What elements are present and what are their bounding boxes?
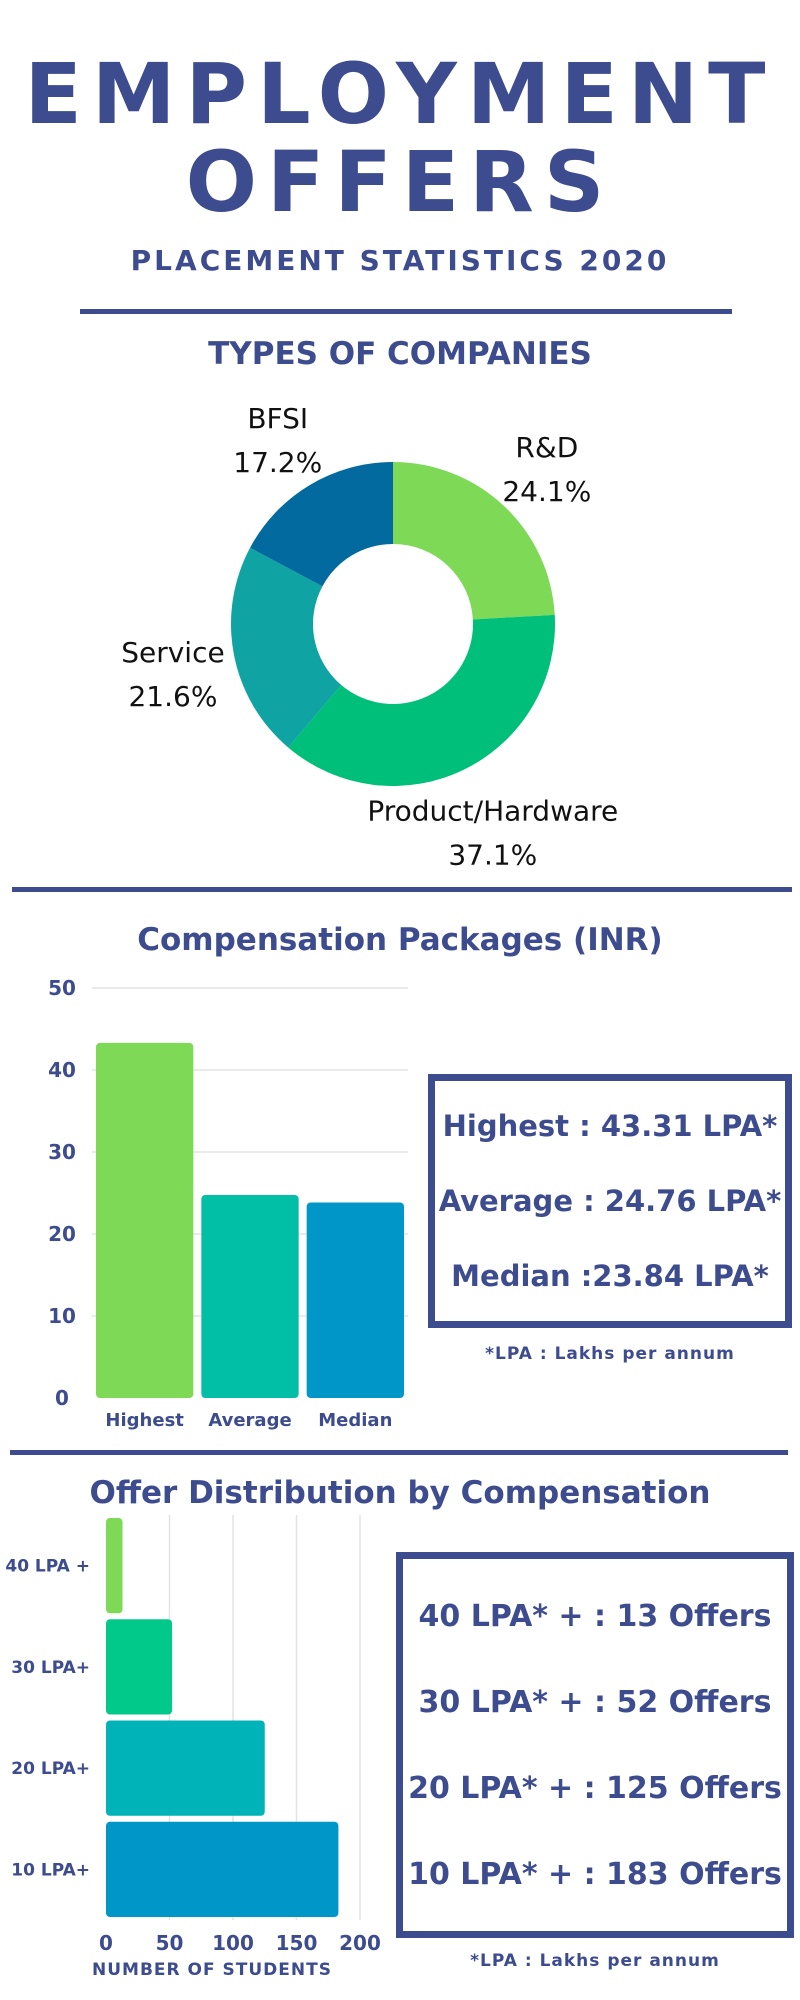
bar-highest [96, 1042, 194, 1398]
x-axis-label: NUMBER OF STUDENTS [92, 1960, 332, 1980]
x-tick-average: Average [208, 1410, 291, 1431]
slice-value-service: 21.6% [128, 680, 217, 713]
companies-title: TYPES OF COMPANIES [208, 336, 592, 372]
y-tick-20: 20 [48, 1222, 76, 1246]
hbar-30-lpa [106, 1619, 173, 1715]
y-tick-40: 40 [48, 1058, 76, 1082]
slice-product-hardware [288, 614, 555, 786]
slice-value-r-d: 24.1% [502, 475, 591, 508]
x-tick-0: 0 [99, 1931, 113, 1955]
y-tick-30: 30 [48, 1140, 76, 1164]
y-tick-50: 50 [48, 976, 76, 1000]
x-tick-median: Median [318, 1410, 392, 1431]
stat-median: Median :23.84 LPA* [451, 1258, 769, 1293]
page-subtitle: PLACEMENT STATISTICS 2020 [130, 244, 670, 277]
page-title-line2: OFFERS [185, 133, 615, 231]
slice-value-bfsi: 17.2% [233, 446, 322, 479]
slice-service [230, 547, 342, 748]
stat-30lpa: 30 LPA* + : 52 Offers [418, 1684, 772, 1720]
hbar-10-lpa [106, 1821, 339, 1917]
stat-20lpa: 20 LPA* + : 125 Offers [408, 1770, 782, 1806]
slice-label-product-hardware: Product/Hardware [367, 795, 618, 828]
slice-bfsi [250, 462, 393, 587]
slice-r-d [393, 462, 555, 620]
y-tick-20-lpa: 20 LPA+ [11, 1759, 90, 1779]
x-tick-200: 200 [339, 1931, 381, 1955]
stat-10lpa: 10 LPA* + : 183 Offers [408, 1856, 782, 1892]
x-tick-100: 100 [212, 1931, 254, 1955]
y-tick-10: 10 [48, 1304, 76, 1328]
compensation-stats-box: Highest : 43.31 LPA* Average : 24.76 LPA… [428, 1074, 792, 1328]
compensation-title: Compensation Packages (INR) [137, 922, 663, 958]
stat-average: Average : 24.76 LPA* [438, 1183, 782, 1218]
distribution-title: Offer Distribution by Compensation [89, 1475, 711, 1511]
y-tick-30-lpa: 30 LPA+ [11, 1658, 90, 1678]
bar-average [201, 1194, 299, 1398]
compensation-note: *LPA : Lakhs per annum [485, 1344, 735, 1364]
stat-40lpa: 40 LPA* + : 13 Offers [418, 1598, 772, 1634]
compensation-bar-chart: 0 10 20 30 40 50 Highest Average Median [48, 976, 408, 1431]
section-divider-1 [12, 887, 792, 892]
slice-value-product-hardware: 37.1% [448, 839, 537, 872]
slice-label-r-d: R&D [515, 431, 578, 464]
slice-label-service: Service [121, 636, 224, 669]
distribution-bar-chart: 0 50 100 150 200 40 LPA + 30 LPA+ 20 LPA+ 10 LPA… [5, 1515, 381, 1980]
companies-donut-chart: R&D 24.1% Product/Hardware 37.1% Service 21.6… [121, 402, 618, 872]
slice-label-bfsi: BFSI [247, 402, 308, 435]
y-tick-10-lpa: 10 LPA+ [11, 1860, 90, 1880]
section-divider-2 [10, 1450, 788, 1455]
stat-highest: Highest : 43.31 LPA* [442, 1109, 778, 1144]
y-tick-40-lpa: 40 LPA + [5, 1557, 90, 1577]
hbar-20-lpa [106, 1720, 265, 1816]
x-tick-150: 150 [276, 1931, 318, 1955]
distribution-note: *LPA : Lakhs per annum [470, 1951, 720, 1971]
distribution-stats-box: 40 LPA* + : 13 Offers 30 LPA* + : 52 Off… [396, 1552, 794, 1938]
header-divider [80, 309, 732, 314]
bar-median [306, 1202, 404, 1398]
x-tick-highest: Highest [105, 1410, 184, 1431]
hbar-40-lpa [106, 1518, 123, 1614]
x-tick-50: 50 [156, 1931, 184, 1955]
page-title-line1: EMPLOYMENT [24, 45, 776, 143]
y-tick-0: 0 [55, 1386, 69, 1410]
